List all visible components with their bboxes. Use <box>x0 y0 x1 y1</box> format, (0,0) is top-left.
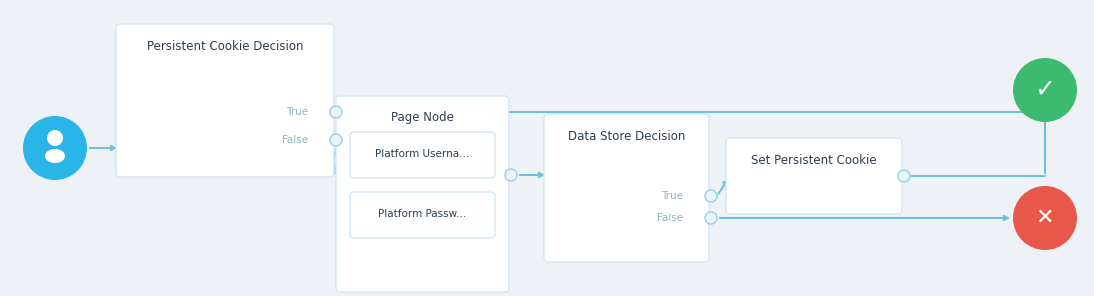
FancyBboxPatch shape <box>336 96 509 292</box>
FancyBboxPatch shape <box>726 138 901 214</box>
Circle shape <box>47 130 63 146</box>
Circle shape <box>705 212 717 224</box>
Text: Set Persistent Cookie: Set Persistent Cookie <box>752 154 876 166</box>
Circle shape <box>330 134 342 146</box>
FancyBboxPatch shape <box>350 132 494 178</box>
Text: Page Node: Page Node <box>391 112 454 125</box>
FancyBboxPatch shape <box>544 114 709 262</box>
FancyBboxPatch shape <box>116 24 334 177</box>
Text: ✓: ✓ <box>1035 78 1056 102</box>
Text: True: True <box>286 107 309 117</box>
Text: True: True <box>661 191 683 201</box>
Text: ✕: ✕ <box>1036 208 1055 228</box>
Circle shape <box>705 190 717 202</box>
Text: Persistent Cookie Decision: Persistent Cookie Decision <box>147 39 303 52</box>
Circle shape <box>505 169 517 181</box>
Ellipse shape <box>45 149 65 163</box>
Circle shape <box>1013 186 1076 250</box>
Circle shape <box>898 170 910 182</box>
Text: False: False <box>282 135 309 145</box>
Text: False: False <box>656 213 683 223</box>
Text: Data Store Decision: Data Store Decision <box>568 130 685 142</box>
Circle shape <box>23 116 88 180</box>
Text: Platform Passw...: Platform Passw... <box>379 209 467 219</box>
FancyBboxPatch shape <box>350 192 494 238</box>
Text: Platform Userna...: Platform Userna... <box>375 149 469 159</box>
Circle shape <box>1013 58 1076 122</box>
Circle shape <box>330 106 342 118</box>
